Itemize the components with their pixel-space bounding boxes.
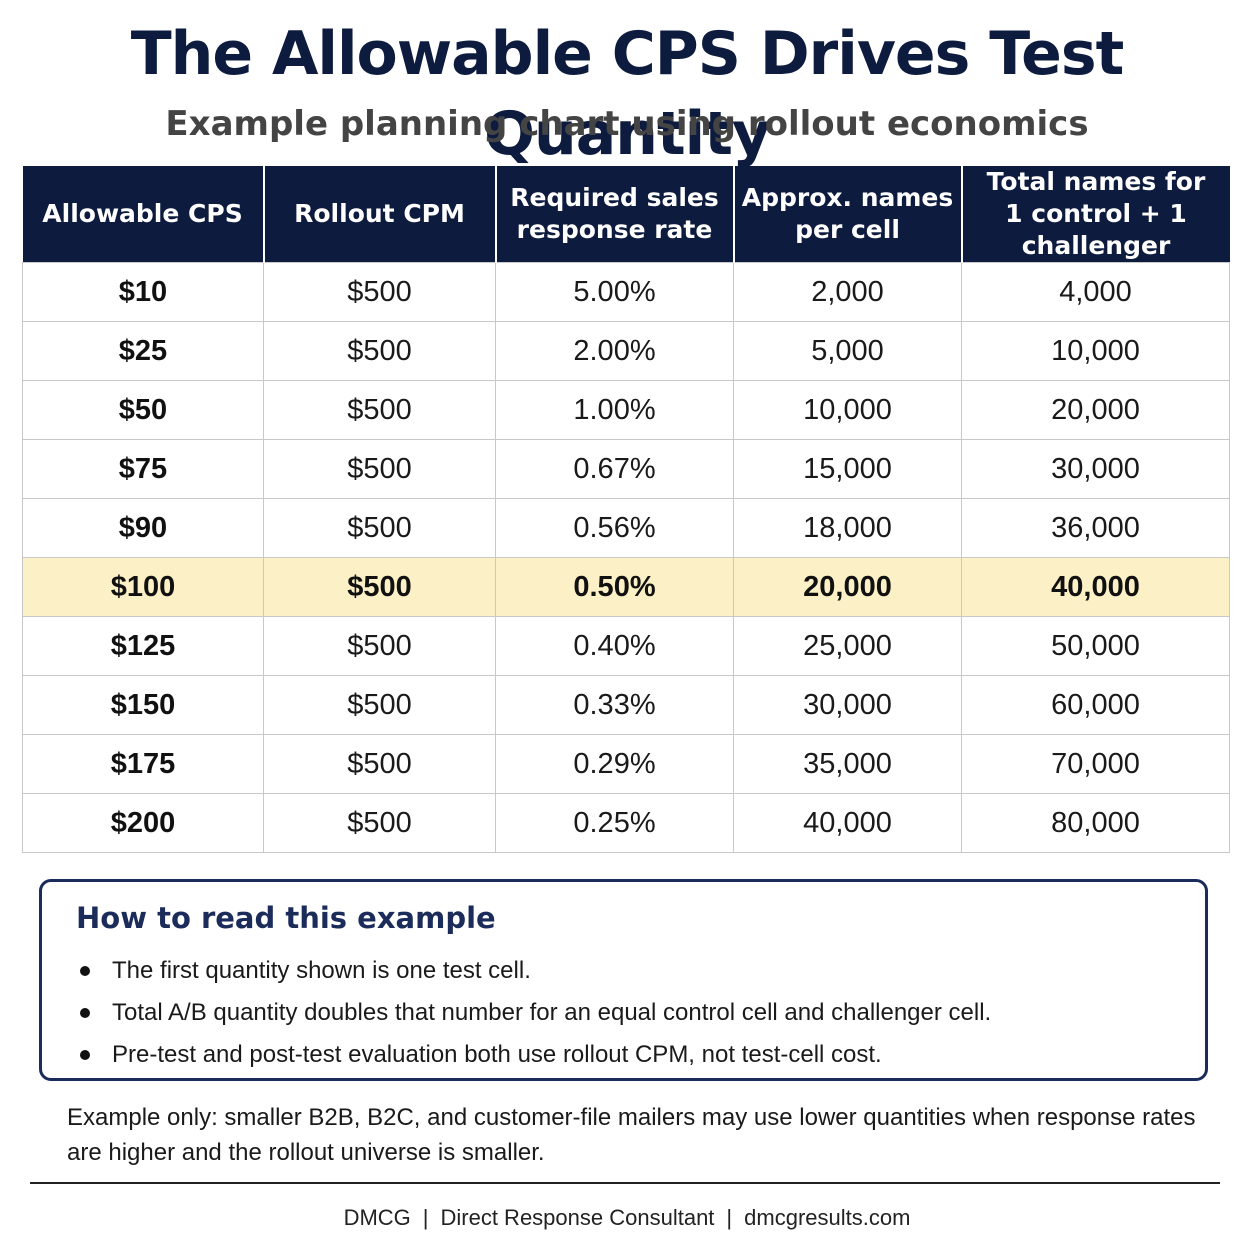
cell-total-names: 40,000 (961, 557, 1230, 617)
cell-allowable-cps: $10 (22, 262, 264, 322)
cell-names-per-cell: 30,000 (733, 675, 962, 735)
cell-names-per-cell: 40,000 (733, 793, 962, 853)
how-to-read-list: The first quantity shown is one test cel… (78, 950, 991, 1076)
table-row: $10 $500 5.00% 2,000 4,000 (22, 262, 1230, 322)
footer-site: dmcgresults.com (744, 1205, 911, 1230)
planning-table: Allowable CPS Rollout CPM Required sales… (22, 166, 1230, 853)
cell-rollout-cpm: $500 (263, 262, 496, 322)
cell-total-names: 30,000 (961, 439, 1230, 499)
footer-brand: DMCG (343, 1205, 411, 1230)
cell-allowable-cps: $25 (22, 321, 264, 381)
cell-total-names: 10,000 (961, 321, 1230, 381)
cell-rollout-cpm: $500 (263, 616, 496, 676)
cell-total-names: 80,000 (961, 793, 1230, 853)
cell-rollout-cpm: $500 (263, 321, 496, 381)
cell-response-rate: 2.00% (495, 321, 734, 381)
cell-allowable-cps: $175 (22, 734, 264, 794)
cell-total-names: 36,000 (961, 498, 1230, 558)
table-row: $150 $500 0.33% 30,000 60,000 (22, 675, 1230, 735)
cell-response-rate: 0.50% (495, 557, 734, 617)
column-header-allowable-cps: Allowable CPS (22, 166, 264, 263)
table-row: $125 $500 0.40% 25,000 50,000 (22, 616, 1230, 676)
column-header-names-per-cell: Approx. names per cell (732, 166, 962, 263)
column-header-response-rate: Required sales response rate (494, 166, 734, 263)
cell-total-names: 60,000 (961, 675, 1230, 735)
table-body: $10 $500 5.00% 2,000 4,000 $25 $500 2.00… (22, 262, 1230, 853)
cell-total-names: 70,000 (961, 734, 1230, 794)
cell-response-rate: 0.25% (495, 793, 734, 853)
table-row: $90 $500 0.56% 18,000 36,000 (22, 498, 1230, 558)
cell-rollout-cpm: $500 (263, 380, 496, 440)
cell-total-names: 50,000 (961, 616, 1230, 676)
list-item: The first quantity shown is one test cel… (78, 950, 991, 992)
list-item: Pre-test and post-test evaluation both u… (78, 1034, 991, 1076)
cell-rollout-cpm: $500 (263, 675, 496, 735)
table-row: $75 $500 0.67% 15,000 30,000 (22, 439, 1230, 499)
bullet-icon (80, 1008, 90, 1018)
bullet-icon (80, 1050, 90, 1060)
cell-response-rate: 0.33% (495, 675, 734, 735)
cell-response-rate: 0.40% (495, 616, 734, 676)
cell-allowable-cps: $75 (22, 439, 264, 499)
cell-response-rate: 0.29% (495, 734, 734, 794)
cell-allowable-cps: $50 (22, 380, 264, 440)
cell-names-per-cell: 25,000 (733, 616, 962, 676)
bullet-icon (80, 966, 90, 976)
cell-names-per-cell: 35,000 (733, 734, 962, 794)
table-row: $25 $500 2.00% 5,000 10,000 (22, 321, 1230, 381)
cell-allowable-cps: $90 (22, 498, 264, 558)
cell-rollout-cpm: $500 (263, 734, 496, 794)
table-row-highlighted: $100 $500 0.50% 20,000 40,000 (22, 557, 1230, 617)
table-row: $50 $500 1.00% 10,000 20,000 (22, 380, 1230, 440)
disclaimer-text: Example only: smaller B2B, B2C, and cust… (67, 1104, 1196, 1166)
footer-role: Direct Response Consultant (440, 1205, 715, 1230)
cell-names-per-cell: 10,000 (733, 380, 962, 440)
footer-separator: | (726, 1205, 733, 1230)
cell-total-names: 4,000 (961, 262, 1230, 322)
table-header-row: Allowable CPS Rollout CPM Required sales… (22, 166, 1230, 263)
cell-response-rate: 1.00% (495, 380, 734, 440)
footer: DMCG | Direct Response Consultant | dmcgresu… (0, 1202, 1254, 1234)
cell-names-per-cell: 20,000 (733, 557, 962, 617)
page-subtitle: Example planning chart using rollout eco… (165, 104, 1089, 144)
page-title: The Allowable CPS Drives Test Quantity (130, 19, 1125, 169)
cell-rollout-cpm: $500 (263, 498, 496, 558)
footer-separator: | (422, 1205, 429, 1230)
cell-response-rate: 0.67% (495, 439, 734, 499)
footer-divider (30, 1182, 1220, 1184)
cell-rollout-cpm: $500 (263, 793, 496, 853)
cell-allowable-cps: $125 (22, 616, 264, 676)
table-row: $175 $500 0.29% 35,000 70,000 (22, 734, 1230, 794)
cell-total-names: 20,000 (961, 380, 1230, 440)
table-row: $200 $500 0.25% 40,000 80,000 (22, 793, 1230, 853)
cell-allowable-cps: $200 (22, 793, 264, 853)
column-header-total-names: Total names for 1 control + 1 challenger (960, 166, 1230, 263)
cell-names-per-cell: 18,000 (733, 498, 962, 558)
cell-allowable-cps: $100 (22, 557, 264, 617)
cell-response-rate: 5.00% (495, 262, 734, 322)
cell-allowable-cps: $150 (22, 675, 264, 735)
cell-names-per-cell: 2,000 (733, 262, 962, 322)
cell-names-per-cell: 5,000 (733, 321, 962, 381)
column-header-rollout-cpm: Rollout CPM (262, 166, 496, 263)
how-to-read-box: How to read this example The first quant… (39, 879, 1208, 1081)
how-to-read-heading: How to read this example (76, 901, 496, 935)
cell-rollout-cpm: $500 (263, 557, 496, 617)
cell-rollout-cpm: $500 (263, 439, 496, 499)
cell-names-per-cell: 15,000 (733, 439, 962, 499)
cell-response-rate: 0.56% (495, 498, 734, 558)
list-item: Total A/B quantity doubles that number f… (78, 992, 991, 1034)
